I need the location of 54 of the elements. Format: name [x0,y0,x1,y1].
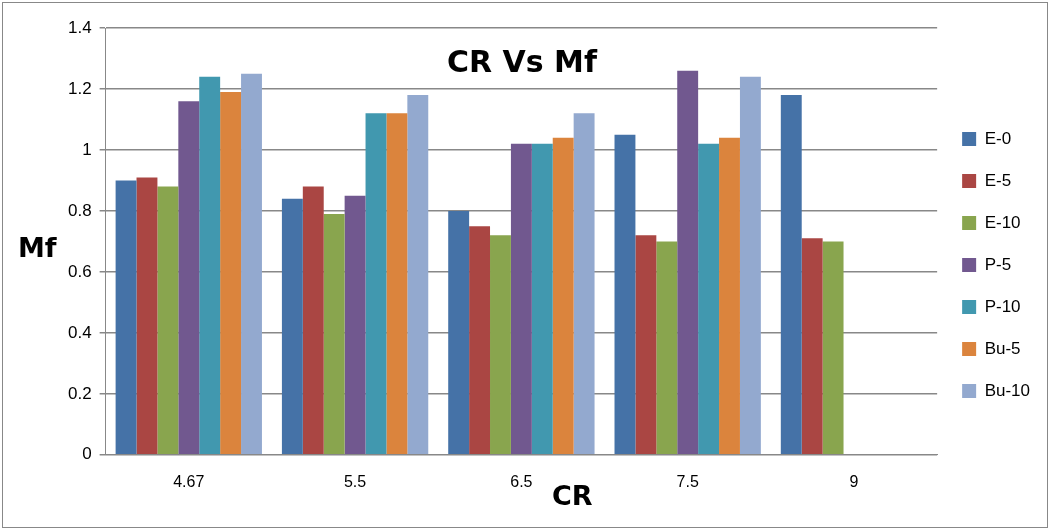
bar [386,113,408,455]
bar [531,143,553,455]
y-tick-label: 0.6 [67,261,92,281]
bar [698,143,720,455]
bar [178,101,200,455]
legend-label: E-5 [984,170,1012,190]
bar [614,134,636,455]
legend-label: E-0 [984,128,1012,148]
legend-label: Bu-10 [984,380,1031,400]
x-tick-label: 4.67 [173,472,205,490]
bar [365,113,387,455]
bar [157,186,179,455]
bar [739,76,761,455]
text: CR Vs Mf [447,44,597,79]
bar [780,95,802,455]
y-tick-label: 0.4 [67,322,92,342]
bar [407,95,429,455]
x-tick-label: 7.5 [676,472,699,490]
bar [635,235,657,455]
bar [448,210,470,455]
bar [552,137,574,455]
bar [469,226,491,455]
y-tick-label: 1 [82,139,92,159]
bar [199,76,221,455]
y-axis-title: Mf [18,232,57,263]
bar [220,92,242,455]
bar [801,238,823,455]
bar [490,235,511,455]
bar [323,213,345,455]
x-axis-title: CR [552,480,593,511]
bar [281,198,303,455]
bar [822,241,844,455]
bar [719,137,740,455]
bar [656,241,678,455]
bar [115,180,137,455]
bar [302,186,324,455]
legend-label: P-10 [984,296,1021,316]
bar [677,70,699,455]
x-tick-label: 6.5 [510,472,533,490]
legend-label: P-5 [984,254,1012,274]
y-tick-label: 0 [82,444,92,464]
bar [573,113,595,455]
legend-label: E-10 [984,212,1021,232]
y-tick-label: 0.2 [67,383,92,403]
bar [510,143,532,455]
bar [241,73,262,455]
bar [344,195,366,455]
y-tick-label: 0.8 [67,200,92,220]
y-tick-label: 1.4 [67,17,92,37]
x-tick-label: 5.5 [343,472,367,490]
x-tick-label: 9 [849,472,859,490]
bar [136,177,158,455]
y-tick-label: 1.2 [67,78,92,98]
legend-label: Bu-5 [984,338,1021,358]
